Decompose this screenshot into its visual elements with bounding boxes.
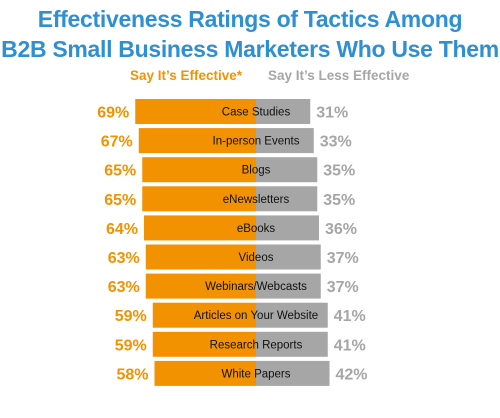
category-label: Webinars/Webcasts: [205, 281, 307, 293]
bar-effective: [135, 99, 256, 124]
bar-effective: [138, 128, 256, 154]
data-label-effective: 58%: [116, 366, 148, 383]
chart-title-line-1: Effectiveness Ratings of Tactics Among: [37, 6, 463, 32]
data-label-less-effective: 41%: [334, 308, 366, 325]
data-label-less-effective: 31%: [316, 105, 348, 122]
category-label: Videos: [239, 252, 274, 264]
bar-less-effective: [256, 157, 318, 183]
bar-effective: [154, 360, 256, 386]
data-label-effective: 65%: [104, 163, 136, 180]
data-label-effective: 63%: [108, 279, 140, 296]
data-label-effective: 59%: [115, 337, 147, 354]
bar-less-effective: [256, 360, 330, 386]
bar-effective: [142, 186, 256, 212]
data-label-less-effective: 41%: [334, 337, 366, 354]
bar-effective: [152, 331, 256, 357]
category-label: Research Reports: [210, 339, 303, 351]
bar-less-effective: [256, 215, 319, 241]
data-label-effective: 67%: [101, 134, 133, 151]
category-label: eBooks: [237, 223, 276, 235]
category-label: White Papers: [221, 368, 290, 380]
bar-effective: [144, 215, 256, 241]
data-label-less-effective: 37%: [327, 250, 359, 267]
bar-effective: [152, 302, 256, 328]
bar-less-effective: [256, 331, 328, 357]
data-label-less-effective: 42%: [336, 366, 368, 383]
bar-less-effective: [256, 128, 314, 154]
chart-title-line-2: B2B Small Business Marketers Who Use The…: [1, 36, 499, 62]
bar-less-effective: [256, 273, 321, 299]
category-label: Blogs: [242, 165, 271, 177]
data-label-less-effective: 37%: [327, 279, 359, 296]
category-label: Case Studies: [222, 107, 291, 119]
data-label-less-effective: 35%: [323, 192, 355, 209]
category-label: In-person Events: [213, 136, 300, 148]
category-label: Articles on Your Website: [194, 310, 318, 322]
bar-less-effective: [256, 244, 321, 270]
legend-effective: Say It’s Effective*: [130, 68, 243, 83]
bar-effective: [142, 157, 256, 183]
bar-less-effective: [256, 302, 328, 328]
data-label-less-effective: 36%: [325, 221, 357, 238]
bar-effective: [145, 273, 256, 299]
data-label-effective: 65%: [104, 192, 136, 209]
data-label-effective: 69%: [97, 105, 129, 122]
data-label-effective: 63%: [108, 250, 140, 267]
category-label: eNewsletters: [223, 194, 290, 206]
data-label-less-effective: 35%: [323, 163, 355, 180]
legend-less-effective: Say It’s Less Effective: [268, 68, 410, 83]
bar-less-effective: [256, 186, 318, 212]
bar-less-effective: [256, 99, 311, 124]
data-label-effective: 59%: [115, 308, 147, 325]
data-label-effective: 64%: [106, 221, 138, 238]
bar-effective: [145, 244, 256, 270]
data-label-less-effective: 33%: [320, 134, 352, 151]
